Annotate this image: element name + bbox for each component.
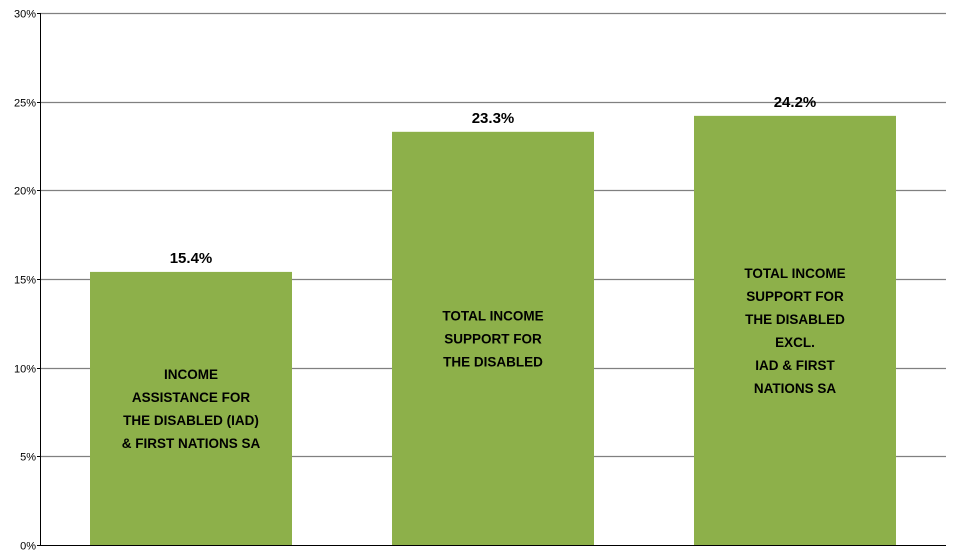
bar-value-label: 23.3%	[472, 110, 515, 127]
y-tick-label: 25%	[14, 98, 36, 110]
y-tick-label: 0%	[20, 541, 36, 553]
bar	[694, 115, 896, 545]
bar	[90, 271, 292, 545]
y-tick-label: 10%	[14, 364, 36, 376]
y-axis-tick-labels: 0% 5% 10% 15% 20% 25% 30%	[14, 9, 36, 553]
y-tick-label: 15%	[14, 275, 36, 287]
y-tick-label: 30%	[14, 9, 36, 21]
category-label: TOTAL INCOME SUPPORT FOR THE DISABLED	[442, 308, 543, 369]
y-tick-label: 20%	[14, 186, 36, 198]
bar	[392, 131, 594, 545]
bar-value-label: 15.4%	[170, 250, 213, 267]
axes	[37, 13, 946, 546]
category-label: INCOME ASSISTANCE FOR THE DISABLED (IAD) & …	[122, 367, 261, 451]
bar-value-label: 24.2%	[774, 94, 817, 111]
y-tick-label: 5%	[20, 452, 36, 464]
bars: 15.4% INCOME ASSISTANCE FOR THE DISABLED (I…	[90, 94, 896, 545]
category-label: TOTAL INCOME SUPPORT FOR THE DISABLED EXCL.…	[744, 266, 845, 396]
